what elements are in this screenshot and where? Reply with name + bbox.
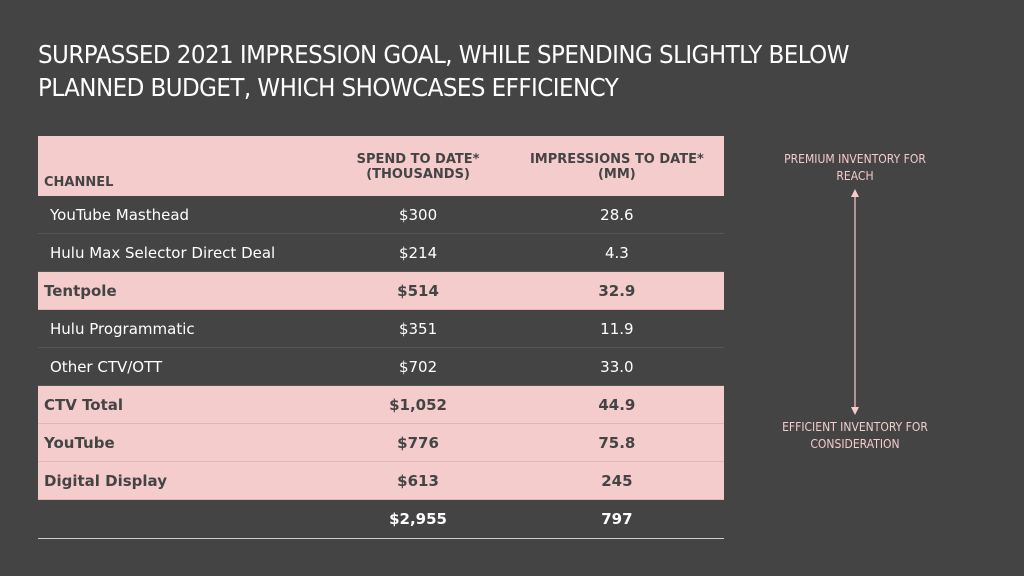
row-channel: Other CTV/OTT xyxy=(38,347,327,386)
row-spend: $2,955 xyxy=(326,499,510,539)
table-row: Hulu Max Selector Direct Deal $214 4.3 xyxy=(38,233,724,272)
table-header-row: CHANNEL SPEND TO DATE* (THOUSANDS) IMPRE… xyxy=(38,136,724,196)
grand-total-row: $2,955 797 xyxy=(38,499,724,539)
header-channel: CHANNEL xyxy=(38,136,327,196)
row-spend: $776 xyxy=(326,423,510,462)
double-arrow-icon xyxy=(851,189,859,415)
spend-impressions-table: CHANNEL SPEND TO DATE* (THOUSANDS) IMPRE… xyxy=(38,136,724,539)
row-spend: $514 xyxy=(326,271,510,310)
row-spend: $351 xyxy=(326,309,510,348)
row-channel: Hulu Max Selector Direct Deal xyxy=(38,233,327,272)
page-title: SURPASSED 2021 IMPRESSION GOAL, WHILE SP… xyxy=(38,40,849,102)
row-impressions: 4.3 xyxy=(509,233,724,272)
header-impressions: IMPRESSIONS TO DATE* (MM) xyxy=(509,136,724,196)
row-spend: $214 xyxy=(326,233,510,272)
row-spend: $613 xyxy=(326,461,510,500)
subtotal-row: CTV Total $1,052 44.9 xyxy=(38,385,724,424)
header-spend-line1: SPEND TO DATE* xyxy=(356,152,480,167)
table-row: Other CTV/OTT $702 33.0 xyxy=(38,347,724,386)
row-spend: $1,052 xyxy=(326,385,510,424)
row-impressions: 44.9 xyxy=(509,385,724,424)
premium-inventory-label: PREMIUM INVENTORY FOR REACH xyxy=(784,152,926,183)
row-impressions: 75.8 xyxy=(509,423,724,462)
table-row: YouTube Masthead $300 28.6 xyxy=(38,196,724,234)
subtotal-row: YouTube $776 75.8 xyxy=(38,423,724,462)
row-impressions: 245 xyxy=(509,461,724,500)
header-spend: SPEND TO DATE* (THOUSANDS) xyxy=(326,136,510,196)
header-impressions-line2: (MM) xyxy=(597,167,636,182)
row-impressions: 11.9 xyxy=(509,309,724,348)
row-channel: Tentpole xyxy=(38,271,327,310)
row-channel xyxy=(38,499,327,539)
row-channel: CTV Total xyxy=(38,385,327,424)
subtotal-row: Tentpole $514 32.9 xyxy=(38,271,724,310)
header-spend-line2: (THOUSANDS) xyxy=(366,167,470,182)
row-impressions: 33.0 xyxy=(509,347,724,386)
row-spend: $300 xyxy=(326,196,510,234)
efficient-inventory-label: EFFICIENT INVENTORY FOR CONSIDERATION xyxy=(782,420,928,451)
row-impressions: 32.9 xyxy=(509,271,724,310)
subtotal-row: Digital Display $613 245 xyxy=(38,461,724,500)
row-channel: Digital Display xyxy=(38,461,327,500)
header-impressions-line1: IMPRESSIONS TO DATE* xyxy=(529,152,704,167)
row-channel: YouTube Masthead xyxy=(38,196,327,234)
row-impressions: 28.6 xyxy=(509,196,724,234)
row-channel: YouTube xyxy=(38,423,327,462)
row-channel: Hulu Programmatic xyxy=(38,309,327,348)
row-impressions: 797 xyxy=(509,499,724,539)
table-row: Hulu Programmatic $351 11.9 xyxy=(38,309,724,348)
row-spend: $702 xyxy=(326,347,510,386)
